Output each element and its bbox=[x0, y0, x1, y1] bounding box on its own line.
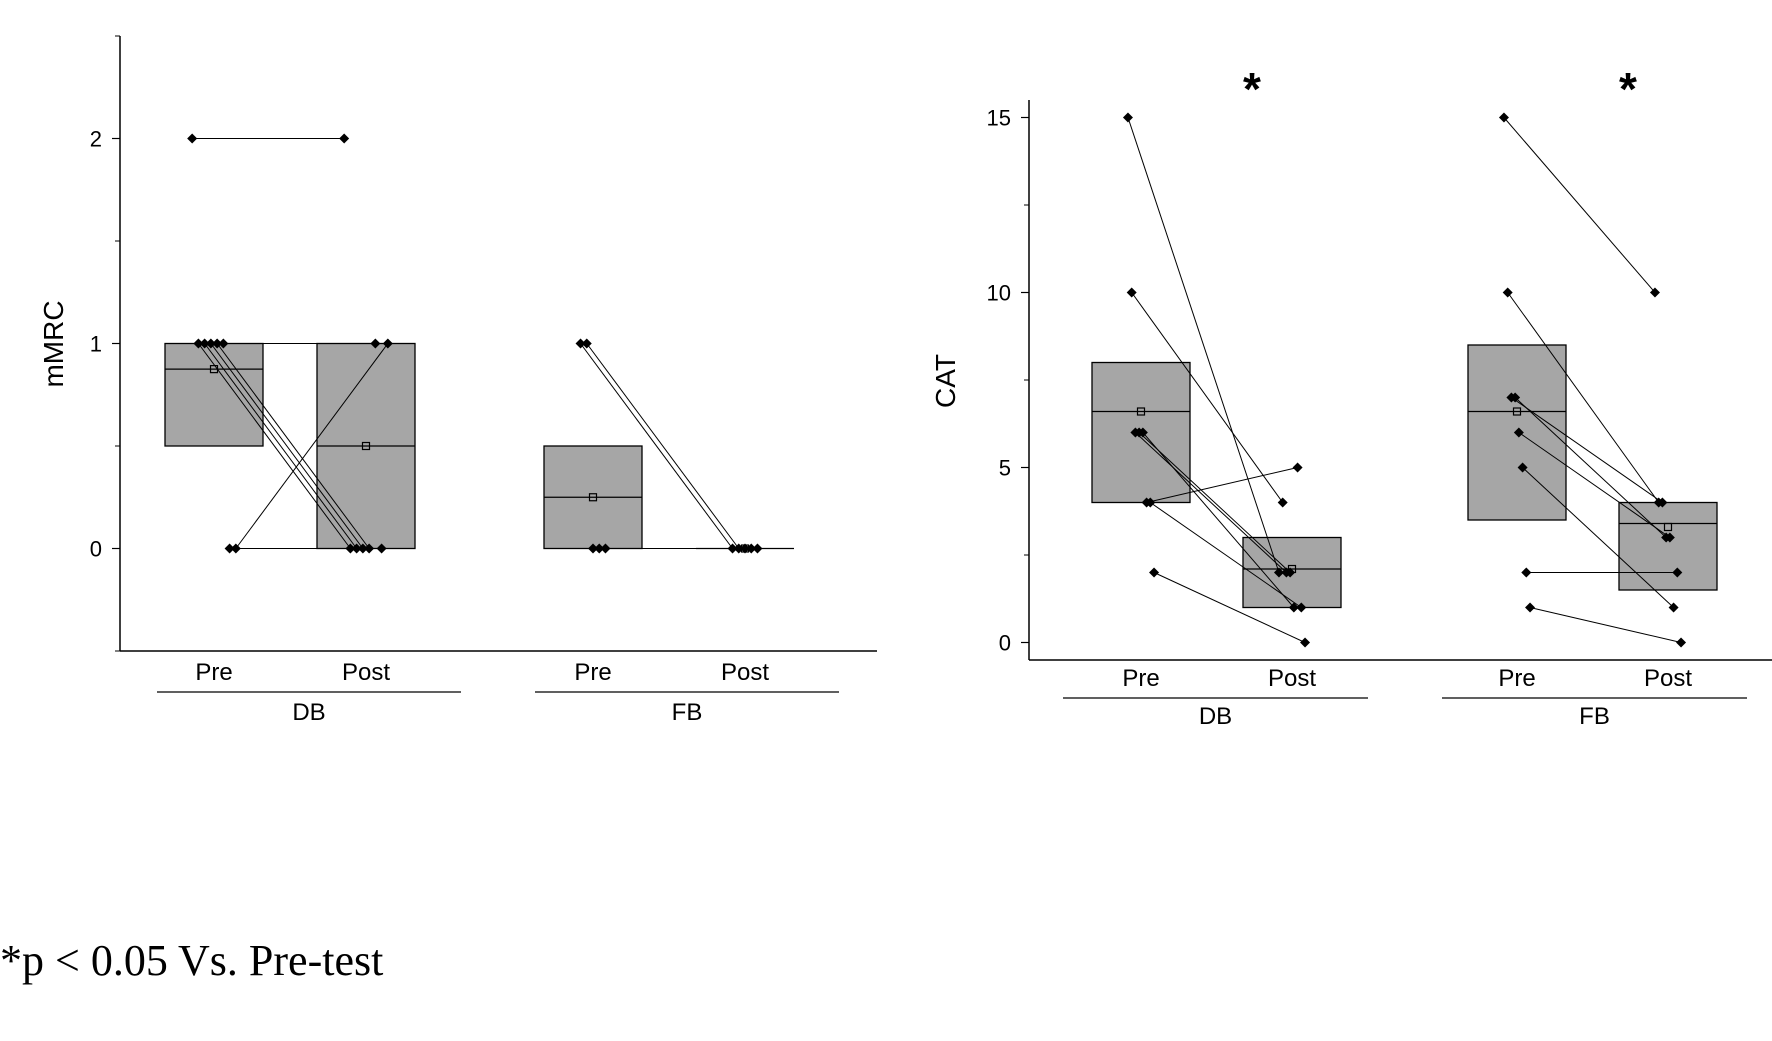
x-category-label: Pre bbox=[1122, 665, 1159, 692]
chart-panel-mmrc: 0 1 2 mMRC Pre Post DB Pre Post FB bbox=[38, 35, 877, 726]
x-category-label: Post bbox=[1268, 665, 1316, 692]
x-category-label: Pre bbox=[1498, 665, 1535, 692]
data-point bbox=[193, 338, 204, 349]
box-fb-post bbox=[1618, 501, 1718, 591]
data-point bbox=[1288, 602, 1299, 613]
paired-line bbox=[1131, 292, 1284, 503]
mean-marker bbox=[588, 493, 598, 502]
data-point bbox=[1137, 427, 1148, 438]
paired-line bbox=[235, 343, 389, 549]
data-point bbox=[1510, 392, 1521, 403]
paired-line bbox=[580, 343, 733, 549]
data-point bbox=[1676, 637, 1687, 648]
data-point bbox=[575, 338, 586, 349]
data-point bbox=[1513, 427, 1524, 438]
y-tick-label: 1 bbox=[90, 332, 102, 357]
chart-panel-cat: 0 5 10 15 CAT Pre Post DB Pre Post FB * * bbox=[930, 63, 1772, 730]
data-point bbox=[581, 338, 592, 349]
data-point bbox=[600, 543, 611, 554]
mean-marker bbox=[1512, 407, 1522, 416]
group-label: DB bbox=[292, 699, 325, 726]
paired-line bbox=[1529, 607, 1682, 643]
group-label: DB bbox=[1199, 703, 1232, 730]
data-point bbox=[594, 543, 605, 554]
data-point bbox=[187, 133, 198, 144]
paired-line bbox=[586, 343, 740, 549]
group-label: FB bbox=[672, 699, 703, 726]
paired-line bbox=[1153, 572, 1306, 643]
y-axis-title: CAT bbox=[930, 354, 961, 408]
group-label: FB bbox=[1579, 703, 1610, 730]
paired-line bbox=[1511, 397, 1663, 503]
data-point bbox=[212, 338, 223, 349]
significance-mark: * bbox=[1243, 63, 1261, 115]
data-point bbox=[1145, 497, 1156, 508]
significance-mark: * bbox=[1619, 63, 1637, 115]
paired-line bbox=[197, 343, 351, 549]
x-category-label: Pre bbox=[195, 659, 232, 686]
y-tick-label: 10 bbox=[987, 281, 1011, 306]
paired-line bbox=[1518, 432, 1671, 538]
x-category-label: Post bbox=[721, 659, 769, 686]
data-point bbox=[370, 338, 381, 349]
y-tick-label: 5 bbox=[999, 456, 1011, 481]
data-point bbox=[224, 543, 235, 554]
data-point bbox=[1668, 602, 1679, 613]
data-point bbox=[382, 338, 393, 349]
box-db-pre bbox=[164, 342, 264, 447]
y-tick-label: 15 bbox=[987, 106, 1011, 131]
data-point bbox=[1649, 287, 1660, 298]
data-point bbox=[588, 543, 598, 554]
paired-line bbox=[1146, 467, 1298, 503]
data-point bbox=[218, 338, 229, 349]
paired-line bbox=[1142, 432, 1295, 608]
data-point bbox=[376, 543, 387, 554]
data-point bbox=[1277, 497, 1288, 508]
data-point bbox=[1525, 602, 1536, 613]
paired-line bbox=[1138, 432, 1291, 573]
data-point bbox=[1517, 462, 1528, 473]
x-category-label: Post bbox=[1644, 665, 1692, 692]
data-point bbox=[1292, 462, 1303, 473]
data-point bbox=[1664, 532, 1675, 543]
data-point bbox=[1296, 602, 1307, 613]
data-point bbox=[205, 338, 216, 349]
y-tick-label: 0 bbox=[90, 537, 102, 562]
y-tick-label: 2 bbox=[90, 127, 102, 152]
x-category-label: Pre bbox=[574, 659, 611, 686]
mean-marker bbox=[1136, 407, 1146, 416]
data-point bbox=[1657, 497, 1668, 508]
data-point bbox=[1149, 567, 1160, 578]
y-axis-title: mMRC bbox=[38, 300, 69, 387]
paired-line bbox=[1507, 292, 1660, 503]
data-point bbox=[1273, 567, 1284, 578]
data-point bbox=[1502, 287, 1513, 298]
data-point bbox=[199, 338, 210, 349]
data-point bbox=[752, 543, 763, 554]
paired-line bbox=[210, 343, 364, 549]
x-category-label: Post bbox=[342, 659, 390, 686]
paired-line bbox=[1522, 467, 1674, 608]
paired-line bbox=[1514, 397, 1667, 538]
data-point bbox=[230, 543, 241, 554]
paired-line bbox=[1135, 432, 1287, 573]
paired-line bbox=[216, 343, 370, 549]
paired-line bbox=[1127, 117, 1280, 573]
paired-line bbox=[1503, 117, 1656, 293]
paired-line bbox=[204, 343, 358, 549]
data-point bbox=[1672, 567, 1683, 578]
data-point bbox=[1285, 567, 1296, 578]
data-point bbox=[1126, 287, 1137, 298]
footnote: *p < 0.05 Vs. Pre-test bbox=[0, 936, 384, 985]
data-point bbox=[1122, 112, 1133, 123]
data-point bbox=[1498, 112, 1509, 123]
data-point bbox=[339, 133, 350, 144]
mean-marker bbox=[361, 441, 371, 451]
mean-marker bbox=[1663, 522, 1673, 532]
data-point bbox=[1521, 567, 1532, 578]
paired-line bbox=[1150, 502, 1302, 608]
data-point bbox=[1300, 637, 1311, 648]
y-tick-label: 0 bbox=[999, 631, 1011, 656]
